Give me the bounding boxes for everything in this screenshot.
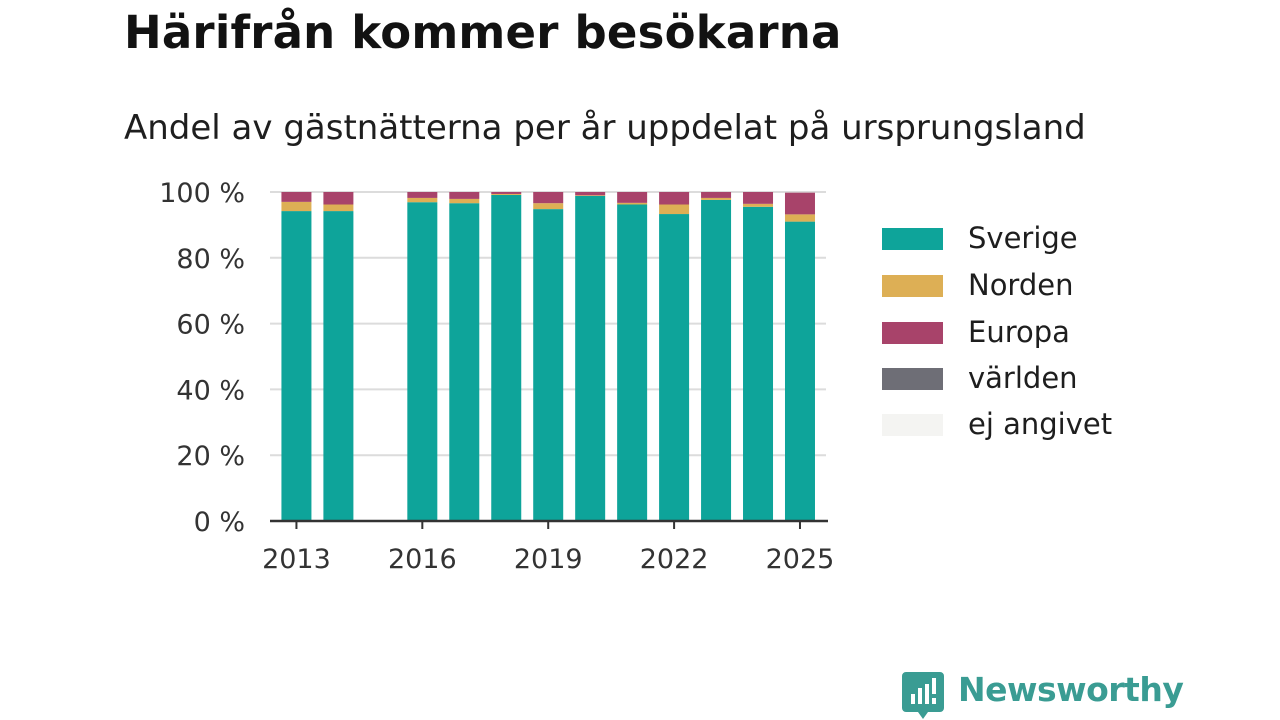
legend-swatch-sverige (882, 228, 943, 250)
bar-segment (617, 202, 648, 205)
legend-label-norden: Norden (968, 268, 1074, 302)
legend-label-europa: Europa (968, 315, 1070, 349)
legend-swatch-norden (882, 275, 943, 297)
y-tick-label: 40 % (176, 375, 245, 406)
bar-segment (784, 192, 815, 215)
brand-name: Newsworthy (958, 670, 1184, 709)
bar-segment (701, 197, 732, 200)
x-tick-label: 2016 (388, 544, 457, 575)
chart-subtitle: Andel av gästnätterna per år uppdelat på… (124, 108, 1086, 148)
y-tick-label: 0 % (194, 507, 245, 538)
bar-segment (449, 192, 480, 199)
bar-segment (491, 192, 522, 194)
bar-segment (575, 195, 606, 521)
bar-segment (743, 192, 774, 204)
bar-segment (323, 204, 354, 212)
bar-segment (743, 203, 774, 207)
bar-segment (575, 192, 606, 196)
legend-swatch-varlden (882, 368, 943, 390)
bar-segment (575, 195, 606, 196)
bar-segment (659, 192, 690, 205)
bar-segment (407, 192, 438, 198)
legend-label-varlden: världen (968, 361, 1078, 395)
bar-segment (659, 204, 690, 215)
bar-segment (323, 211, 354, 521)
bar-segment (323, 192, 354, 205)
bar-segment (533, 203, 564, 210)
bar-segment (617, 192, 648, 203)
bar-segment (701, 199, 732, 521)
bar-segment (617, 204, 648, 521)
bar-segment (533, 192, 564, 204)
bar-segment (491, 193, 522, 195)
bar-segment (533, 209, 564, 521)
chart-title: Härifrån kommer besökarna (124, 6, 842, 59)
bar-segment (491, 194, 522, 521)
bar-segment (407, 202, 438, 521)
x-tick-label: 2022 (640, 544, 709, 575)
bar-segment (743, 206, 774, 521)
bar-segment (281, 211, 312, 521)
legend-label-sverige: Sverige (968, 221, 1078, 255)
x-tick-label: 2019 (514, 544, 583, 575)
bar-segment (659, 214, 690, 521)
bar-segment (784, 214, 815, 222)
y-tick-label: 80 % (176, 244, 245, 275)
legend-swatch-europa (882, 322, 943, 344)
bar-segment (701, 192, 732, 198)
bar-segment (784, 221, 815, 522)
newsworthy-logo-icon (902, 672, 944, 719)
bar-segment (281, 192, 312, 202)
x-tick-label: 2025 (766, 544, 835, 575)
legend-swatch-ej-angivet (882, 414, 943, 436)
x-tick-label: 2013 (262, 544, 331, 575)
bar-segment (407, 197, 438, 203)
legend-label-ej-angivet: ej angivet (968, 407, 1113, 441)
bar-segment (449, 198, 480, 204)
y-tick-label: 60 % (176, 310, 245, 341)
bar-segment (281, 201, 312, 212)
y-tick-label: 100 % (159, 178, 245, 209)
bar-segment (449, 203, 480, 521)
y-tick-label: 20 % (176, 441, 245, 472)
